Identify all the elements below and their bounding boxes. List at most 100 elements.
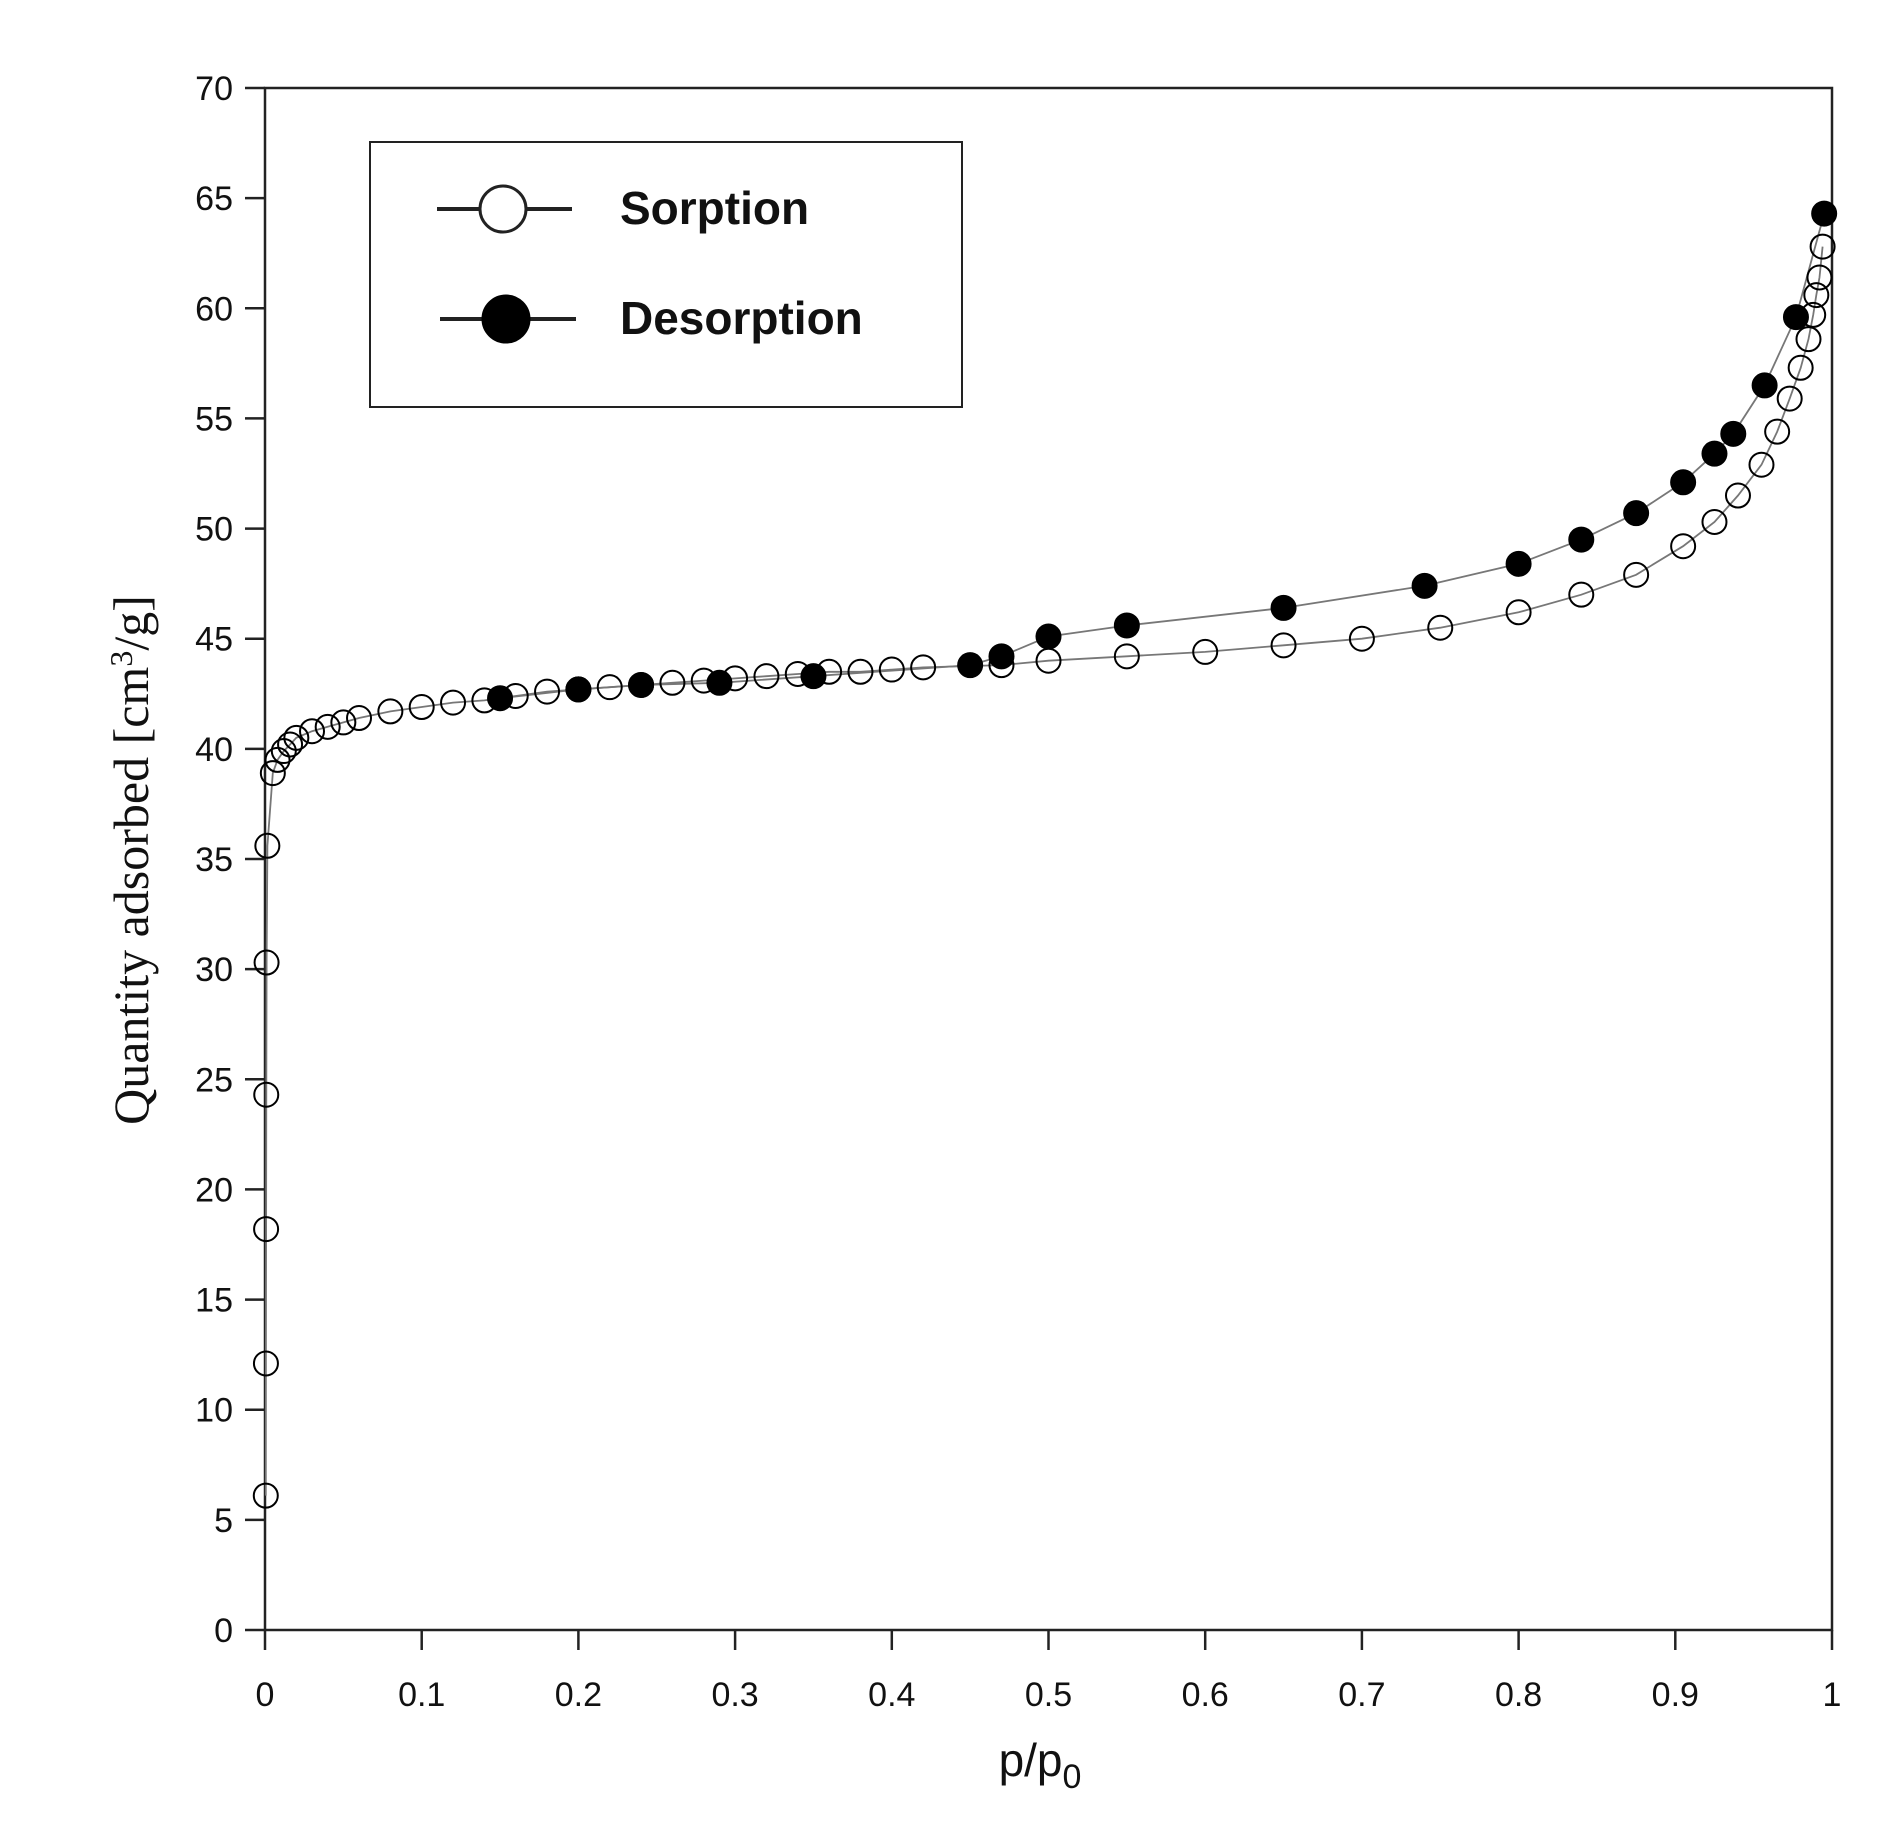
data-point-sorption xyxy=(253,1081,280,1108)
y-axis: 0 5 10 15 20 25 30 35 40 45 50 55 60 65 70 xyxy=(195,70,265,1650)
data-point-sorption xyxy=(1809,233,1836,260)
data-point-sorption xyxy=(259,760,286,787)
data-point-desorption xyxy=(706,669,733,696)
data-point-sorption xyxy=(283,724,310,751)
data-point-desorption xyxy=(565,676,592,703)
y-tick-label: 65 xyxy=(195,180,233,218)
data-point-desorption xyxy=(1505,550,1532,577)
data-point-sorption xyxy=(1776,385,1803,412)
data-point-desorption xyxy=(800,663,827,690)
data-point-sorption xyxy=(596,674,623,701)
data-point-sorption xyxy=(534,678,561,705)
data-point-sorption xyxy=(330,709,357,736)
y-tick-label: 20 xyxy=(195,1171,233,1209)
data-point-sorption xyxy=(1701,508,1728,535)
data-point-sorption xyxy=(252,1350,279,1377)
data-point-sorption xyxy=(440,689,467,716)
data-point-sorption xyxy=(1787,354,1814,381)
data-point-sorption xyxy=(1795,326,1822,353)
x-tick-label: 0 xyxy=(256,1676,275,1714)
data-point-sorption xyxy=(847,658,874,685)
legend-label-desorption: Desorption xyxy=(620,292,863,344)
data-point-sorption xyxy=(1427,614,1454,641)
legend-label-sorption: Sorption xyxy=(620,182,809,234)
data-point-sorption xyxy=(878,656,905,683)
data-point-desorption xyxy=(1670,469,1697,496)
data-point-sorption xyxy=(1270,632,1297,659)
x-tick-label: 0.8 xyxy=(1495,1676,1542,1714)
data-point-sorption xyxy=(1764,418,1791,445)
y-tick-label: 45 xyxy=(195,621,233,659)
x-tick-label: 0.9 xyxy=(1652,1676,1699,1714)
data-point-desorption xyxy=(988,643,1015,670)
x-tick-label: 0.6 xyxy=(1182,1676,1229,1714)
data-point-sorption xyxy=(1113,643,1140,670)
data-point-desorption xyxy=(1411,572,1438,599)
data-point-sorption xyxy=(753,663,780,690)
y-tick-label: 0 xyxy=(214,1612,233,1650)
x-tick-label: 0.4 xyxy=(868,1676,915,1714)
data-point-desorption xyxy=(1811,200,1838,227)
data-point-desorption xyxy=(1782,304,1809,331)
x-tick-label: 0.7 xyxy=(1338,1676,1385,1714)
data-point-desorption xyxy=(487,685,514,712)
x-axis-title: p/p0 xyxy=(999,1734,1082,1796)
legend-box xyxy=(369,141,963,408)
data-point-sorption xyxy=(1035,647,1062,674)
data-point-desorption xyxy=(1720,420,1747,447)
y-tick-label: 55 xyxy=(195,400,233,438)
x-tick-label: 0.1 xyxy=(398,1676,445,1714)
data-point-sorption xyxy=(408,694,435,721)
y-tick-label: 40 xyxy=(195,731,233,769)
data-point-sorption xyxy=(1505,599,1532,626)
data-point-sorption xyxy=(252,1482,279,1509)
data-point-sorption xyxy=(254,832,281,859)
data-point-sorption xyxy=(1670,533,1697,560)
data-point-sorption xyxy=(277,731,304,758)
data-point-desorption xyxy=(1751,372,1778,399)
data-point-sorption xyxy=(1803,282,1830,309)
data-point-desorption xyxy=(1623,500,1650,527)
data-point-desorption xyxy=(1701,440,1728,467)
data-point-sorption xyxy=(910,654,937,681)
data-point-sorption xyxy=(1348,625,1375,652)
y-tick-label: 25 xyxy=(195,1061,233,1099)
y-tick-label: 30 xyxy=(195,951,233,989)
x-tick-label: 0.5 xyxy=(1025,1676,1072,1714)
data-point-sorption xyxy=(346,705,373,732)
data-point-sorption xyxy=(1623,561,1650,588)
legend-marker-desorption xyxy=(481,294,531,344)
y-axis-title: Quantity adsorbed [cm3/g] xyxy=(103,595,159,1125)
y-tick-label: 70 xyxy=(195,70,233,108)
legend: Sorption Desorption xyxy=(369,141,963,408)
y-tick-label: 35 xyxy=(195,841,233,879)
x-tick-label: 1 xyxy=(1823,1676,1842,1714)
x-axis: 0 0.1 0.2 0.3 0.4 0.5 0.6 0.7 0.8 0.9 1 xyxy=(256,1630,1842,1714)
data-point-sorption xyxy=(1806,264,1833,291)
y-tick-label: 15 xyxy=(195,1282,233,1320)
data-point-desorption xyxy=(1568,526,1595,553)
data-point-desorption xyxy=(957,652,984,679)
y-tick-label: 10 xyxy=(195,1392,233,1430)
data-point-desorption xyxy=(1113,612,1140,639)
data-point-desorption xyxy=(628,671,655,698)
legend-marker-sorption xyxy=(478,184,528,234)
data-point-sorption xyxy=(299,718,326,745)
data-point-desorption xyxy=(1270,594,1297,621)
data-point-sorption xyxy=(314,713,341,740)
data-point-sorption xyxy=(659,669,686,696)
data-point-desorption xyxy=(1035,623,1062,650)
data-point-sorption xyxy=(377,698,404,725)
series-markers xyxy=(252,200,1838,1509)
x-tick-label: 0.3 xyxy=(711,1676,758,1714)
series-line-sorption xyxy=(264,246,1824,1496)
data-point-sorption xyxy=(1724,482,1751,509)
data-point-sorption xyxy=(253,949,280,976)
x-tick-label: 0.2 xyxy=(555,1676,602,1714)
y-tick-label: 60 xyxy=(195,290,233,328)
y-tick-label: 5 xyxy=(214,1502,233,1540)
data-point-sorption xyxy=(1568,581,1595,608)
y-tick-label: 50 xyxy=(195,511,233,549)
data-point-sorption xyxy=(1748,451,1775,478)
